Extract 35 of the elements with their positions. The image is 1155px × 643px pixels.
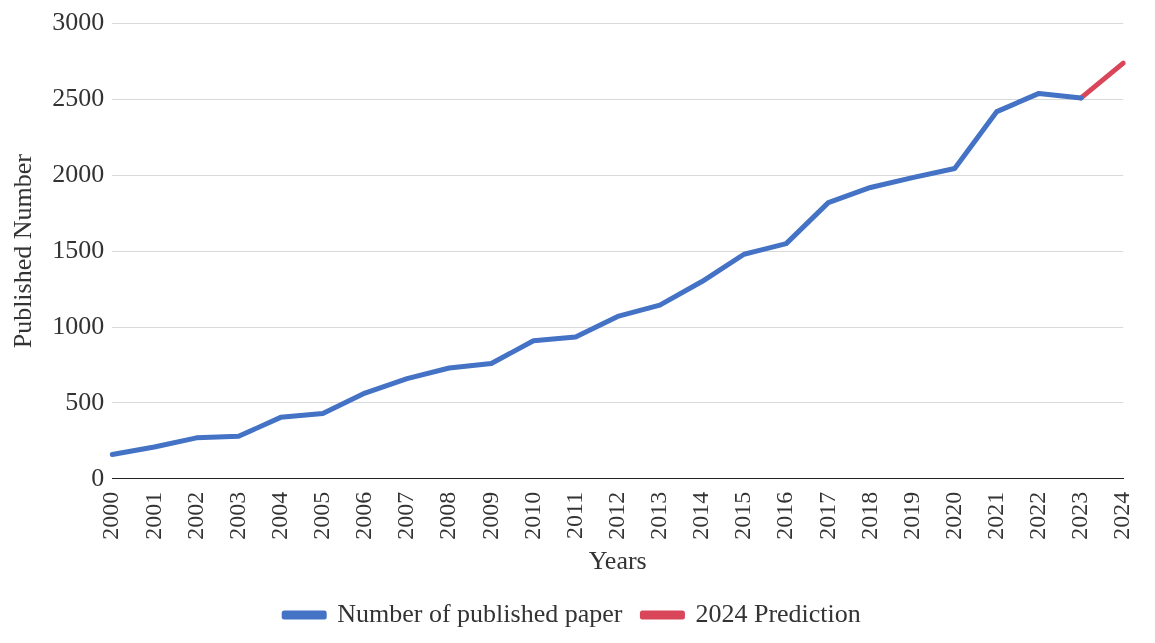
x-tick-label: 2001 xyxy=(139,491,166,540)
x-tick-label: 2010 xyxy=(518,491,545,540)
legend-label: Number of published paper xyxy=(337,598,623,628)
y-tick-label: 2000 xyxy=(52,159,105,189)
x-tick-label: 2014 xyxy=(687,491,714,540)
x-tick-label: 2019 xyxy=(897,491,924,540)
x-tick-label: 2023 xyxy=(1066,491,1093,540)
x-axis-title: Years xyxy=(588,546,647,576)
y-tick-label: 2500 xyxy=(52,83,105,113)
x-tick-label: 2012 xyxy=(603,491,629,540)
x-tick-label: 2021 xyxy=(982,491,1009,540)
x-tick-label: 2013 xyxy=(645,491,672,540)
x-tick-label: 2002 xyxy=(181,491,208,540)
y-tick-label: 1000 xyxy=(52,310,105,340)
y-tick-label: 500 xyxy=(65,386,105,416)
x-tick-label: 2008 xyxy=(434,491,461,540)
x-tick-label: 2016 xyxy=(771,491,798,540)
x-tick-label: 2017 xyxy=(813,491,840,540)
x-tick-label: 2024 xyxy=(1108,491,1135,540)
x-tick-label: 2005 xyxy=(308,491,335,540)
x-tick-label: 2004 xyxy=(266,491,292,540)
x-tick-label: 2015 xyxy=(729,491,756,540)
y-tick-label: 3000 xyxy=(52,7,105,37)
y-tick-label: 0 xyxy=(91,462,105,492)
x-tick-label: 2007 xyxy=(392,491,419,540)
x-tick-label: 2006 xyxy=(350,491,377,540)
y-tick-label: 1500 xyxy=(52,235,105,265)
x-tick-label: 2011 xyxy=(560,491,587,539)
x-tick-label: 2020 xyxy=(940,491,966,540)
y-axis-title: Published Number xyxy=(8,153,38,349)
legend-label: 2024 Prediction xyxy=(695,598,861,628)
x-tick-label: 2018 xyxy=(855,491,882,540)
x-tick-label: 2003 xyxy=(223,491,250,540)
x-tick-label: 2022 xyxy=(1024,491,1051,540)
x-tick-label: 2009 xyxy=(476,491,503,540)
